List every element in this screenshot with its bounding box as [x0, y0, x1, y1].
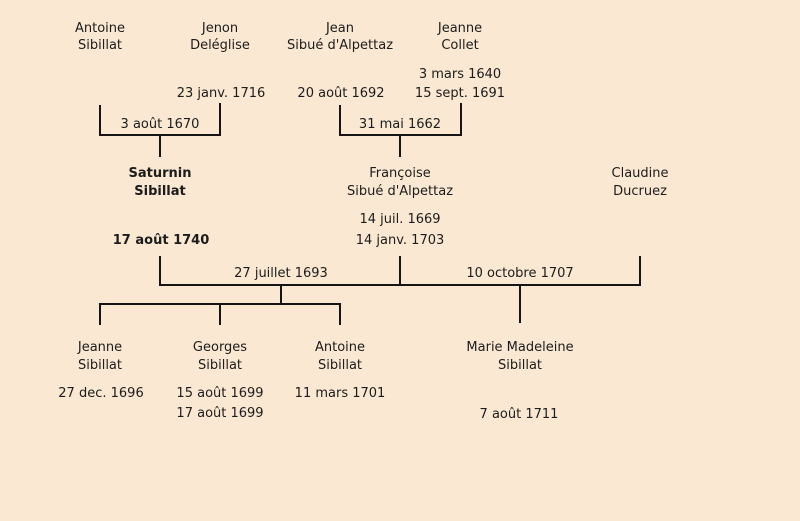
person-surname: Sibué d'Alpettaz	[346, 184, 454, 199]
person-surname: Sibillat	[497, 358, 543, 373]
marriage1-bracket-left-line	[99, 105, 101, 136]
person-given-name: Antoine	[314, 340, 366, 355]
date-saturnin-sibillat-1: 17 août 1740	[112, 233, 210, 248]
person-given-name: Jeanne	[437, 21, 483, 36]
marriage1-date-label: 3 août 1670	[120, 117, 200, 132]
marriage1-descent-line	[159, 136, 161, 157]
person-given-name: Marie Madeleine	[466, 340, 574, 355]
person-given-name: Georges	[192, 340, 248, 355]
marriage1-bracket-right-line	[219, 103, 221, 136]
person-given-name: Claudine	[611, 166, 669, 181]
person-francoise-sibue[interactable]: Françoise Sibué d'Alpettaz	[347, 165, 453, 201]
marriage4-date-label: 10 octobre 1707	[466, 266, 574, 281]
marriage2-bracket-bar	[339, 134, 462, 136]
francoise-descent-line	[399, 256, 401, 285]
person-given-name: Jean	[325, 21, 355, 36]
person-claudine-ducruez[interactable]: Claudine Ducruez	[612, 165, 669, 201]
person-antoine-sibillat-jr[interactable]: Antoine Sibillat	[315, 339, 365, 375]
person-marie-madeleine-sibillat[interactable]: Marie Madeleine Sibillat	[466, 339, 573, 375]
children-bar	[99, 303, 341, 305]
marriage2-bracket-left-line	[339, 105, 341, 136]
date-jeanne-collet-1: 3 mars 1640	[418, 67, 502, 82]
person-surname: Sibillat	[77, 358, 122, 373]
person-jean-sibue[interactable]: Jean Sibué d'Alpettaz	[287, 20, 393, 54]
person-surname: Sibillat	[77, 38, 123, 53]
person-saturnin-sibillat[interactable]: Saturnin Sibillat	[129, 165, 192, 201]
person-given-name: Jenon	[201, 21, 239, 36]
person-surname: Sibillat	[134, 184, 186, 199]
person-jeanne-collet[interactable]: Jeanne Collet	[438, 20, 482, 54]
person-georges-sibillat[interactable]: Georges Sibillat	[193, 339, 247, 375]
marriage2-bracket-right-line	[460, 103, 462, 136]
person-surname: Sibillat	[317, 358, 363, 373]
person-surname: Ducruez	[613, 184, 667, 199]
saturnin-descent-line	[159, 256, 161, 285]
date-jean-sibue-1: 20 août 1692	[297, 86, 385, 101]
child-tick-georges	[219, 305, 221, 325]
person-given-name: Jeanne	[77, 340, 123, 355]
person-surname: Sibillat	[197, 358, 243, 373]
date-francoise-sibue-1: 14 juil. 1669	[359, 212, 441, 227]
person-surname: Sibué d'Alpettaz	[286, 38, 394, 53]
person-surname: Deléglise	[190, 38, 250, 53]
person-jenon-deleglise[interactable]: Jenon Deléglise	[190, 20, 250, 54]
marriage2-descent-line	[399, 136, 401, 157]
person-antoine-sibillat-sr[interactable]: Antoine Sibillat	[75, 20, 125, 54]
marriage3-date-label: 27 juillet 1693	[234, 266, 328, 281]
person-surname: Collet	[441, 38, 479, 53]
date-marie-madeleine-sibillat-2: 7 août 1711	[479, 407, 559, 422]
date-georges-sibillat-2: 17 août 1699	[176, 406, 264, 421]
person-given-name: Antoine	[74, 21, 126, 36]
person-given-name: Saturnin	[128, 166, 192, 181]
marriage4-child-drop-line	[519, 286, 521, 323]
date-georges-sibillat-1: 15 août 1699	[176, 386, 264, 401]
child-tick-antoine	[339, 305, 341, 325]
date-antoine-sibillat-1: 11 mars 1701	[294, 386, 386, 401]
child-tick-jeanne	[99, 305, 101, 325]
marriage3-children-drop-line	[280, 286, 282, 304]
person-jeanne-sibillat[interactable]: Jeanne Sibillat	[78, 339, 122, 375]
claudine-descent-line	[639, 256, 641, 285]
marriage2-date-label: 31 mai 1662	[358, 117, 442, 132]
date-jenon-deleglise-1: 23 janv. 1716	[176, 86, 266, 101]
generation2-marriage-bar	[159, 284, 641, 286]
date-jeanne-sibillat-1: 27 dec. 1696	[58, 386, 144, 401]
date-francoise-sibue-2: 14 janv. 1703	[355, 233, 445, 248]
marriage1-bracket-bar	[99, 134, 221, 136]
date-jeanne-collet-2: 15 sept. 1691	[414, 86, 506, 101]
person-given-name: Françoise	[369, 166, 431, 181]
